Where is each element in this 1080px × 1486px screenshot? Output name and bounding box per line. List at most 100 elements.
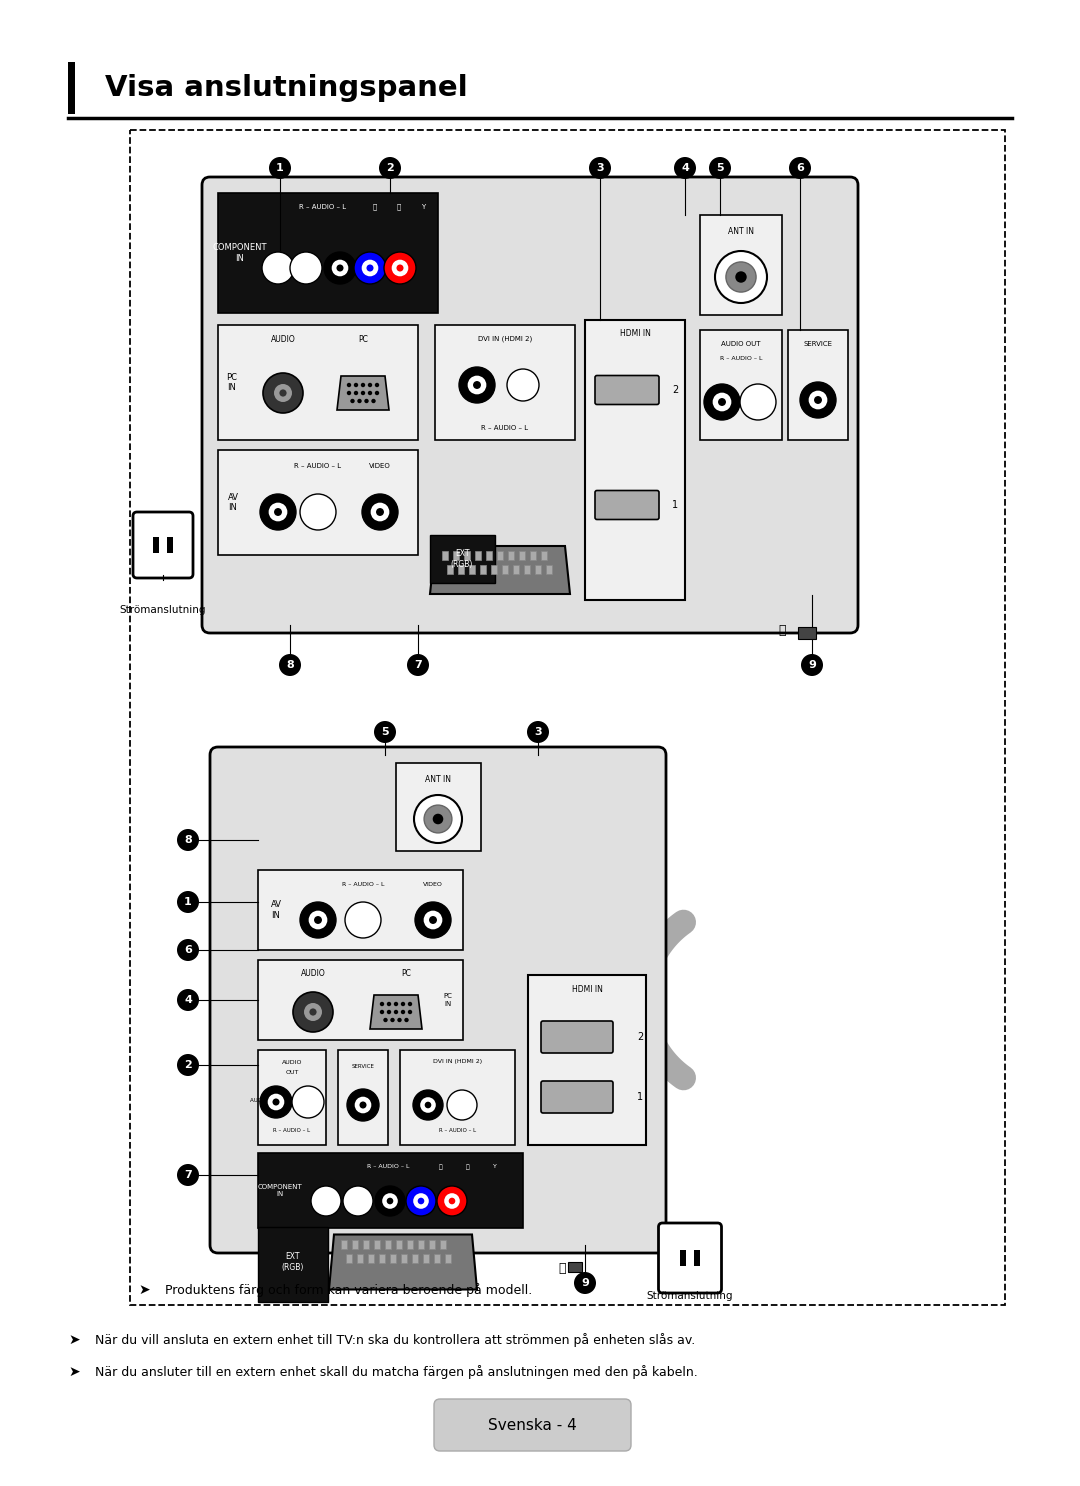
Circle shape: [362, 260, 378, 276]
Text: 2: 2: [637, 1031, 643, 1042]
Circle shape: [177, 829, 199, 851]
Text: Svenska - 4: Svenska - 4: [488, 1418, 577, 1433]
Bar: [435, 325, 575, 440]
Circle shape: [359, 915, 367, 924]
Circle shape: [437, 1186, 467, 1216]
Circle shape: [748, 392, 768, 412]
Circle shape: [274, 265, 282, 272]
Circle shape: [324, 253, 356, 284]
Bar: [524, 565, 530, 574]
Text: Visa anslutningspanel: Visa anslutningspanel: [105, 74, 468, 103]
Text: R – AUDIO – L: R – AUDIO – L: [273, 1128, 311, 1132]
Circle shape: [447, 1091, 477, 1120]
Circle shape: [368, 391, 373, 395]
Circle shape: [361, 383, 365, 388]
Polygon shape: [329, 1235, 477, 1290]
Circle shape: [354, 391, 359, 395]
Circle shape: [433, 814, 443, 825]
Text: 9: 9: [581, 1278, 589, 1288]
Text: VIDEO: VIDEO: [369, 464, 391, 470]
Text: 5: 5: [381, 727, 389, 737]
Bar: [442, 551, 448, 560]
Bar: [475, 551, 481, 560]
Circle shape: [459, 1101, 465, 1109]
Circle shape: [387, 1010, 391, 1015]
Circle shape: [387, 1002, 391, 1006]
Text: AUDIO: AUDIO: [282, 1060, 302, 1064]
Circle shape: [708, 158, 731, 178]
Bar: [423, 1254, 429, 1263]
Circle shape: [424, 1101, 431, 1109]
Text: Y: Y: [494, 1165, 497, 1169]
Circle shape: [260, 1086, 292, 1117]
Bar: [218, 325, 418, 440]
Circle shape: [361, 391, 365, 395]
Circle shape: [366, 265, 374, 272]
Circle shape: [379, 158, 401, 178]
Circle shape: [354, 383, 359, 388]
Circle shape: [350, 1193, 366, 1208]
Circle shape: [507, 369, 539, 401]
Bar: [480, 565, 486, 574]
Circle shape: [384, 253, 416, 284]
Text: Y: Y: [421, 204, 426, 210]
Circle shape: [674, 158, 696, 178]
Bar: [700, 215, 782, 315]
Circle shape: [713, 392, 731, 412]
Bar: [368, 1254, 374, 1263]
Circle shape: [468, 376, 486, 394]
Bar: [486, 551, 492, 560]
Text: 6: 6: [184, 945, 192, 955]
Circle shape: [380, 1002, 384, 1006]
Bar: [469, 565, 475, 574]
Text: COMPONENT
IN: COMPONENT IN: [213, 244, 267, 263]
Text: AUDIO OUT: AUDIO OUT: [721, 340, 760, 348]
Circle shape: [372, 398, 376, 403]
Bar: [513, 565, 519, 574]
Bar: [363, 1239, 369, 1248]
Text: ⒬: ⒬: [467, 1164, 470, 1169]
FancyBboxPatch shape: [133, 513, 193, 578]
Bar: [445, 1254, 451, 1263]
Circle shape: [376, 508, 384, 516]
Text: 6: 6: [796, 163, 804, 172]
Text: R – AUDIO – L: R – AUDIO – L: [482, 425, 528, 431]
Bar: [338, 1051, 388, 1146]
Circle shape: [383, 1018, 388, 1022]
Bar: [680, 1250, 686, 1266]
Circle shape: [292, 1086, 324, 1117]
Bar: [218, 193, 438, 314]
Circle shape: [177, 1054, 199, 1076]
Circle shape: [347, 383, 351, 388]
Text: 8: 8: [184, 835, 192, 846]
FancyBboxPatch shape: [541, 1080, 613, 1113]
Text: 7: 7: [414, 660, 422, 670]
Text: Produktens färg och form kan variera beroende på modell.: Produktens färg och form kan variera ber…: [165, 1282, 532, 1297]
Circle shape: [413, 1091, 443, 1120]
Polygon shape: [337, 376, 389, 410]
Bar: [396, 1239, 402, 1248]
Circle shape: [274, 383, 292, 403]
Circle shape: [368, 383, 373, 388]
Bar: [541, 551, 546, 560]
Text: AV
IN: AV IN: [270, 901, 282, 920]
Circle shape: [397, 1018, 402, 1022]
Circle shape: [789, 158, 811, 178]
Text: 2: 2: [672, 385, 678, 395]
Circle shape: [262, 253, 294, 284]
Bar: [491, 565, 497, 574]
Circle shape: [800, 382, 836, 418]
Bar: [434, 1254, 440, 1263]
Circle shape: [300, 902, 336, 938]
Bar: [694, 1250, 700, 1266]
Circle shape: [177, 1164, 199, 1186]
Text: SERVICE: SERVICE: [804, 340, 833, 348]
Circle shape: [408, 1002, 413, 1006]
Polygon shape: [370, 996, 422, 1028]
Circle shape: [357, 398, 362, 403]
Text: AUDIO: AUDIO: [271, 334, 295, 343]
Bar: [167, 536, 173, 553]
FancyBboxPatch shape: [202, 177, 858, 633]
Bar: [464, 551, 470, 560]
Circle shape: [279, 654, 301, 676]
